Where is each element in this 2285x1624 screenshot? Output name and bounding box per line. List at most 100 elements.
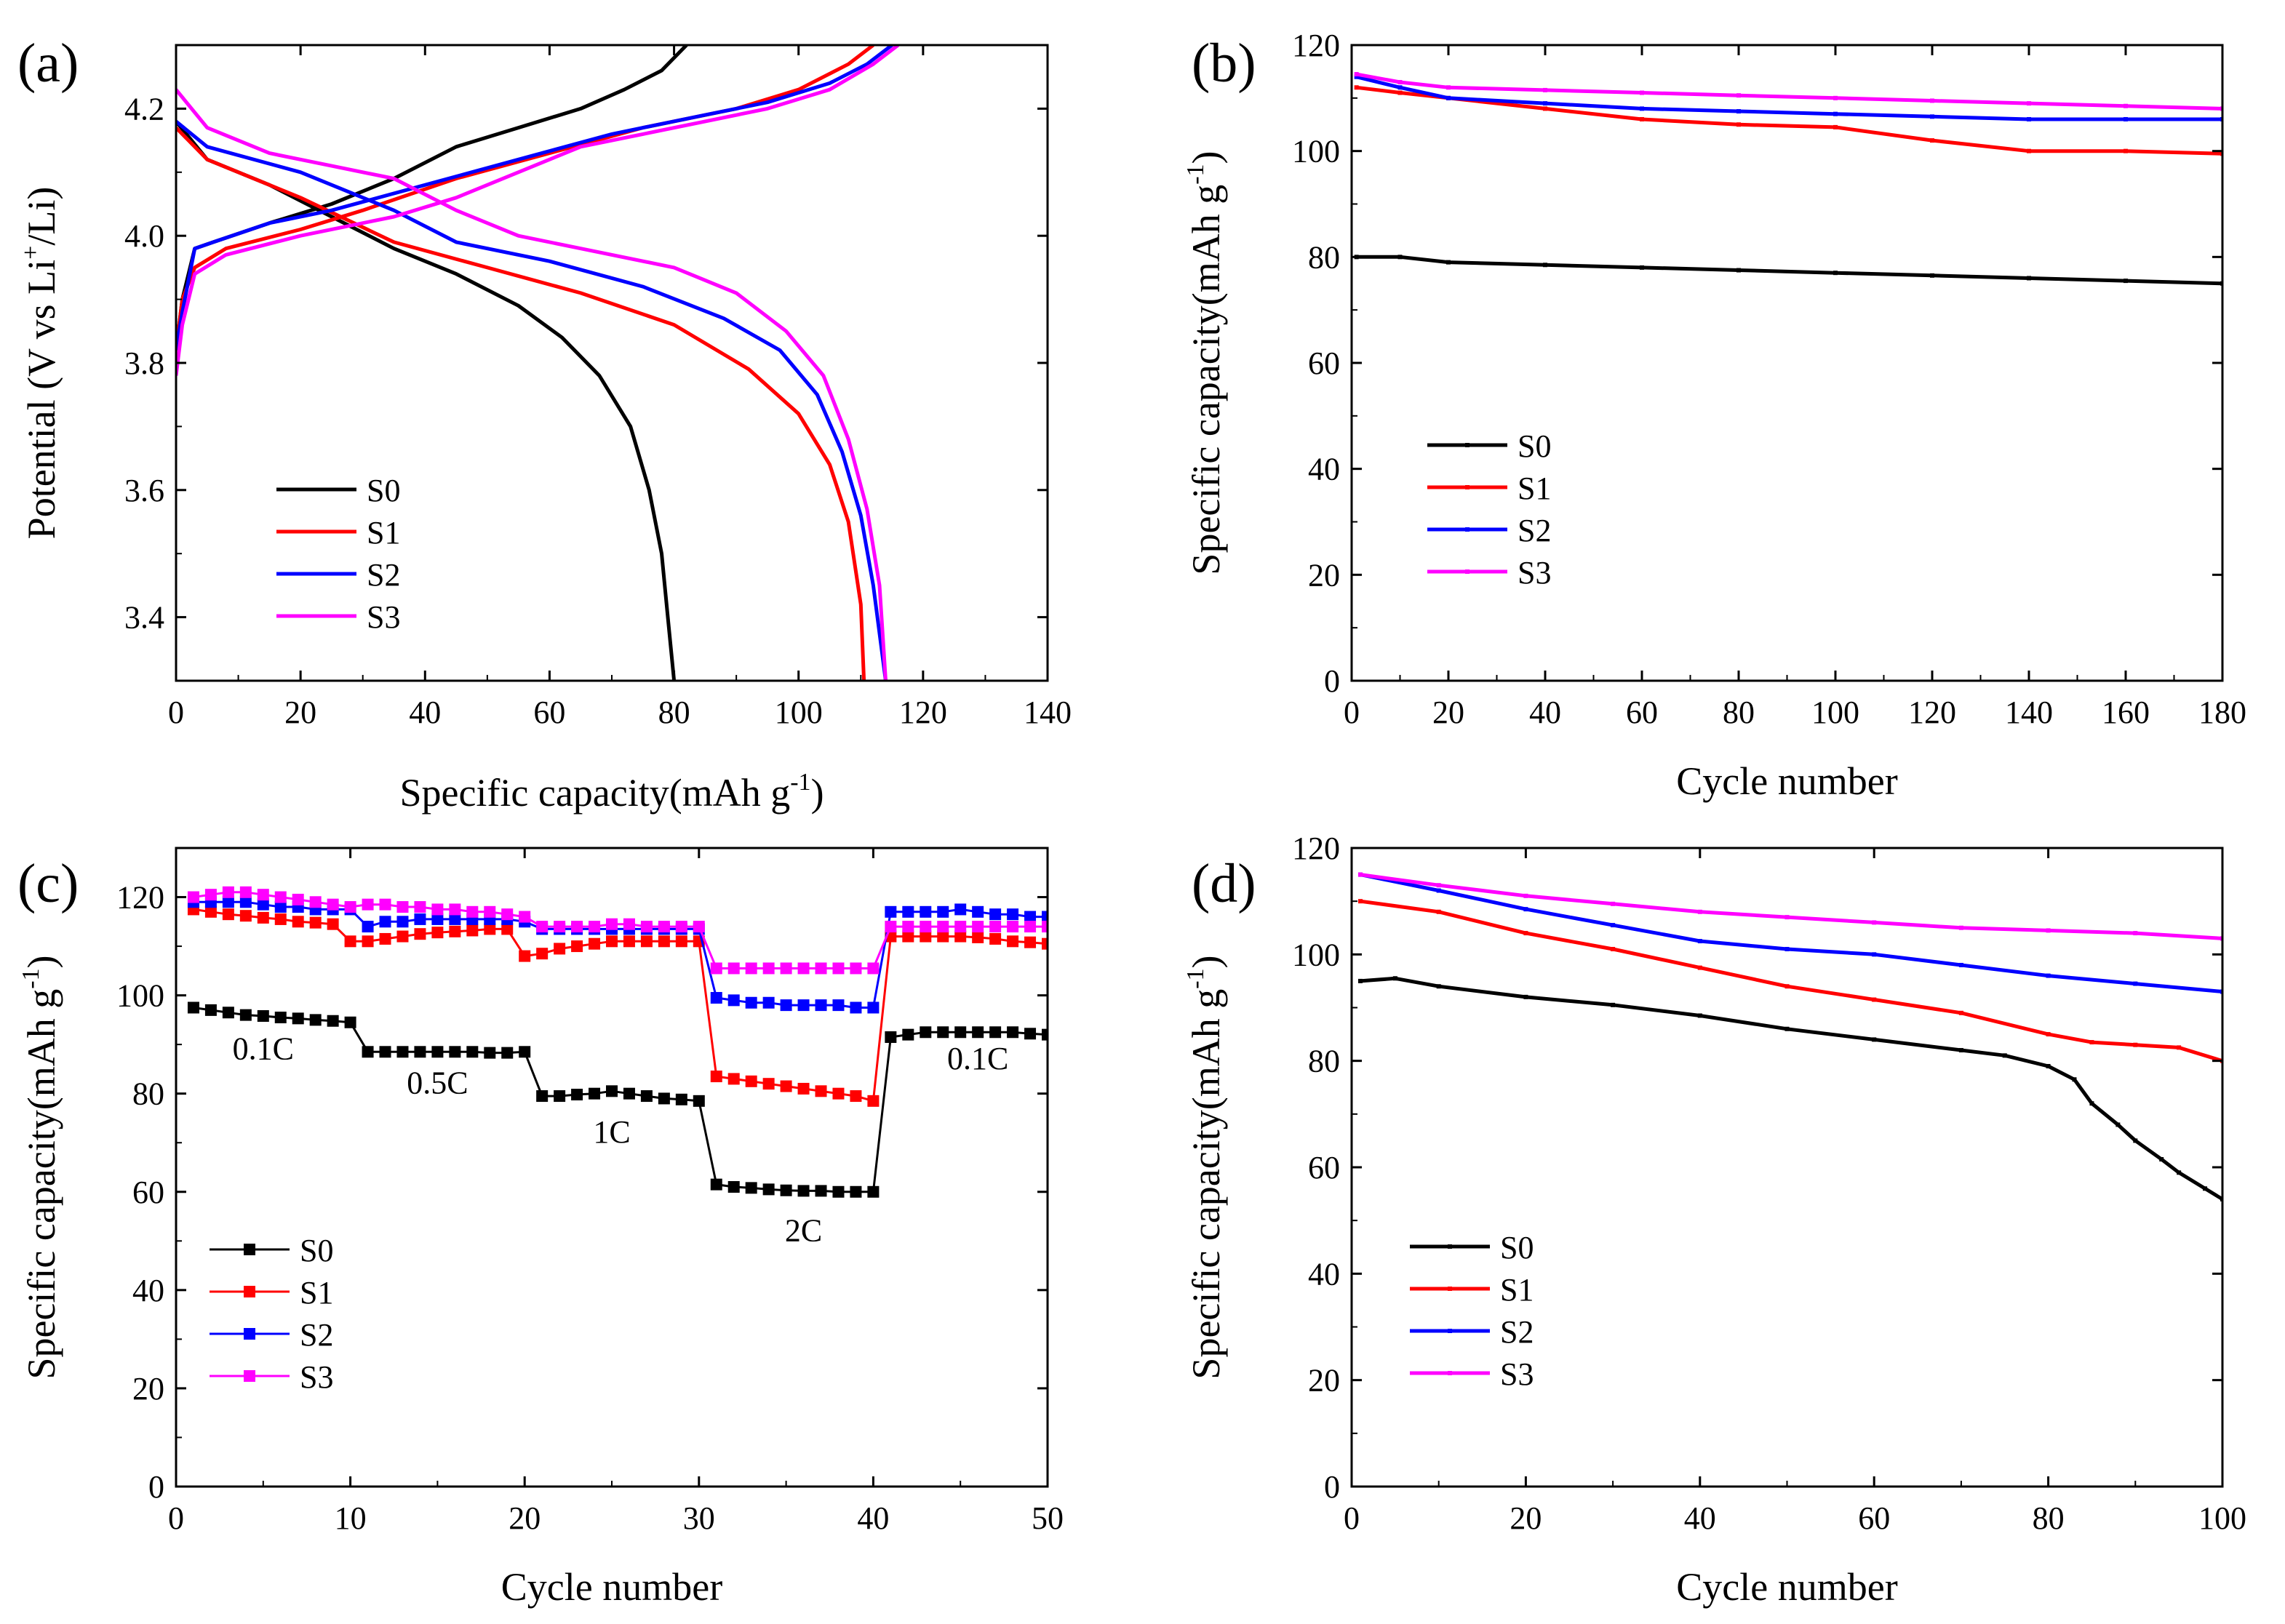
series-S1-point: [554, 943, 566, 955]
x-tick-label: 100: [1811, 695, 1859, 730]
series-S0-point: [379, 1046, 391, 1058]
series-S1-point: [2089, 1040, 2094, 1045]
series-S3-point: [1007, 921, 1019, 933]
legend-marker-S0: [1465, 443, 1470, 447]
series-S0-point: [1543, 263, 1547, 268]
plot-frame: [1350, 847, 2224, 1488]
series-S3-point: [1543, 87, 1547, 92]
series-S0-point: [2002, 1053, 2007, 1058]
series-S3-point: [1354, 72, 1359, 77]
series-S0-point: [885, 1031, 897, 1044]
series-S1-point: [762, 1078, 775, 1090]
series-S1-point: [797, 1082, 810, 1095]
legend-label-S1: S1: [1518, 471, 1551, 506]
series-S3-point: [797, 962, 810, 975]
series-S2-point: [745, 996, 757, 1009]
series-S1-point: [2133, 1042, 2138, 1047]
series-S0-point: [1736, 268, 1741, 273]
series-S1-point: [274, 913, 287, 925]
x-tick-label: 0: [168, 695, 184, 730]
x-tick-label: 20: [1510, 1500, 1542, 1536]
series-S1-point: [832, 1087, 845, 1100]
series-S1-point: [484, 923, 496, 935]
series-S1-point: [727, 1073, 740, 1085]
series-S3-discharge-line: [176, 88, 888, 681]
series-S3-point: [937, 921, 949, 933]
series-S3-point: [466, 905, 479, 918]
x-tick-label: 50: [1032, 1500, 1064, 1536]
series-S1-point: [710, 1071, 722, 1083]
series-S3-point: [867, 962, 880, 975]
series-S1-point: [606, 935, 618, 948]
series-S3-point: [972, 921, 984, 933]
series-S0-point: [1397, 255, 1403, 260]
x-tick-label: 40: [409, 695, 441, 730]
y-tick-label: 20: [132, 1371, 164, 1407]
series-S3-point: [727, 962, 740, 975]
series-S1-charge-line: [176, 45, 874, 351]
series-S2-point: [727, 994, 740, 1007]
legend-label-S0: S0: [1500, 1230, 1534, 1265]
series-S3-point: [2046, 928, 2051, 933]
x-tick-label: 160: [2102, 695, 2150, 730]
series-S3-point: [536, 921, 549, 933]
x-tick-label: 120: [1908, 695, 1956, 730]
series-S2-line: [194, 900, 1048, 1009]
series-S1-point: [1543, 106, 1547, 111]
series-S0-point: [850, 1185, 862, 1198]
series-S0-point: [1958, 1048, 1963, 1053]
panel-b: (b) 0 20 40 60 80 100 120 140 160 180 0 20 40 60 80 100 1…: [1182, 28, 2246, 803]
series-S0-point: [309, 1014, 322, 1026]
y-tick-label: 60: [1308, 345, 1340, 381]
series-S3-point: [222, 886, 234, 898]
series-S1-point: [972, 931, 984, 943]
legend-marker-S2: [1448, 1329, 1452, 1333]
x-tick-label: 60: [1858, 1500, 1890, 1536]
series-S3-point: [902, 921, 914, 933]
series-S1-point: [396, 930, 409, 943]
series-S1-point: [309, 916, 322, 929]
panel-label: (a): [17, 33, 79, 94]
series-S3-point: [239, 886, 252, 898]
series-S0-point: [1446, 260, 1451, 265]
y-tick-label: 80: [132, 1076, 164, 1112]
series-S0-point: [1436, 984, 1441, 989]
legend-marker-S3: [1465, 569, 1470, 574]
legend-label-S2: S2: [300, 1317, 333, 1353]
y-tick-label: 80: [1308, 239, 1340, 275]
series-S3-point: [1833, 95, 1838, 100]
series-S2-point: [885, 905, 897, 918]
series-S2-point: [815, 999, 827, 1012]
series-S1-point: [745, 1075, 757, 1087]
legend-marker-S3: [244, 1370, 255, 1382]
series-S0-point: [396, 1046, 409, 1058]
x-tick-label: 100: [2198, 1500, 2246, 1536]
series-S0-point: [554, 1090, 566, 1103]
series-S0-point: [1833, 271, 1838, 276]
series-S1-point: [204, 905, 217, 918]
series-S3-point: [274, 891, 287, 903]
series-S3-point: [623, 918, 635, 930]
series-S1-point: [292, 916, 304, 928]
series-S1-point: [850, 1090, 862, 1103]
legend-label-S1: S1: [367, 515, 400, 551]
legend-label-S1: S1: [300, 1275, 333, 1311]
series-S0-point: [222, 1007, 234, 1019]
series-S1-point: [1024, 936, 1037, 948]
series-S2-point: [832, 999, 845, 1012]
series-S1-point: [1397, 90, 1403, 95]
series-S1-point: [675, 935, 687, 948]
series-S2-point: [972, 905, 984, 918]
series-S0-point: [1042, 1028, 1048, 1041]
series-S0-point: [2124, 279, 2128, 284]
series-S3-point: [1640, 90, 1644, 95]
series-S1-point: [954, 930, 967, 943]
panel-d: (d) 0 20 40 60 80 100 0 20 40 60 80 100 120 Cycle numb…: [1182, 831, 2246, 1609]
x-tick-label: 80: [658, 695, 690, 730]
series-S1-point: [379, 932, 391, 945]
x-axis-label: Cycle number: [501, 1565, 722, 1609]
series-group: [1354, 72, 2222, 286]
series-S3-point: [519, 911, 531, 923]
series-S2-point: [954, 903, 967, 916]
